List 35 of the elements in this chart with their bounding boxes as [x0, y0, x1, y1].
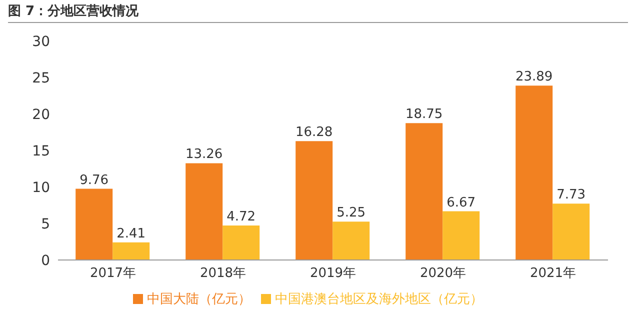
bar: [222, 226, 260, 260]
y-tick-label: 5: [41, 216, 50, 232]
data-label: 9.76: [80, 172, 109, 188]
bar: [552, 204, 590, 260]
bar: [76, 188, 113, 260]
bar: [112, 242, 150, 260]
data-label: 4.72: [226, 210, 256, 225]
x-tick-label: 2020年: [420, 266, 466, 282]
data-label: 23.89: [515, 70, 553, 85]
legend-label: 中国大陆（亿元）: [147, 292, 251, 307]
bar: [442, 211, 480, 260]
x-tick-label: 2017年: [90, 266, 136, 282]
data-label: 13.26: [185, 147, 223, 162]
x-tick-label: 2021年: [530, 266, 576, 282]
data-label: 2.41: [116, 226, 146, 242]
y-tick-label: 15: [32, 143, 50, 160]
chart-title: 图 7：分地区营收情况: [8, 2, 628, 23]
bar: [406, 123, 443, 260]
y-tick-label: 0: [41, 252, 50, 269]
bar: [332, 222, 370, 260]
y-tick-label: 25: [32, 70, 50, 86]
data-label: 16.28: [295, 125, 333, 140]
bar: [296, 141, 333, 260]
legend-label: 中国港澳台地区及海外地区（亿元）: [275, 292, 483, 307]
data-label: 6.67: [446, 195, 476, 210]
y-tick-label: 30: [32, 34, 50, 50]
bar: [516, 86, 553, 260]
bar: [186, 163, 223, 260]
y-tick-label: 10: [32, 180, 50, 196]
data-label: 18.75: [405, 107, 443, 122]
x-tick-label: 2018年: [200, 266, 246, 282]
data-label: 5.25: [336, 206, 366, 221]
data-label: 7.73: [556, 188, 586, 203]
y-tick-label: 20: [32, 106, 50, 123]
x-tick-label: 2019年: [310, 266, 356, 282]
